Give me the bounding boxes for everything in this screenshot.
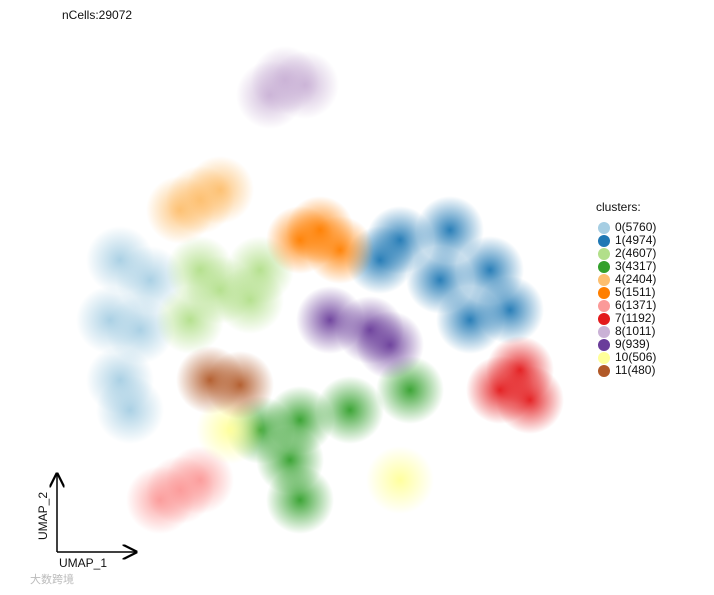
legend-marker	[598, 287, 610, 299]
legend-marker	[598, 274, 610, 286]
legend-marker	[598, 313, 610, 325]
cell-cluster-point	[316, 376, 384, 444]
cell-cluster-point	[306, 216, 374, 284]
legend-label: 5(1511)	[615, 285, 655, 299]
x-axis-label: UMAP_1	[59, 556, 107, 570]
cell-cluster-point	[271, 51, 339, 119]
legend-marker	[598, 222, 610, 234]
cell-cluster-point	[366, 446, 434, 514]
cell-cluster-point	[166, 446, 234, 514]
legend-label: 10(506)	[615, 350, 656, 364]
legend-marker	[598, 339, 610, 351]
legend-label: 6(1371)	[615, 298, 656, 312]
legend-label: 11(480)	[615, 363, 655, 377]
watermark: 大数跨境	[30, 572, 74, 586]
points-layer	[76, 46, 564, 534]
legend-label: 4(2404)	[615, 272, 656, 286]
legend-label: 2(4607)	[615, 246, 656, 260]
chart-title: nCells:29072	[62, 8, 132, 22]
y-axis-label: UMAP_2	[36, 492, 50, 540]
legend-marker	[598, 365, 610, 377]
legend-label: 0(5760)	[615, 220, 656, 234]
cell-cluster-point	[466, 356, 534, 424]
legend-marker	[598, 235, 610, 247]
legend-marker	[598, 248, 610, 260]
legend-label: 3(4317)	[615, 259, 656, 273]
legend-marker	[598, 326, 610, 338]
legend-marker	[598, 352, 610, 364]
cell-cluster-point	[156, 286, 224, 354]
cell-cluster-point	[436, 286, 504, 354]
legend-marker	[598, 261, 610, 273]
legend-title: clusters:	[596, 200, 641, 214]
legend-label: 7(1192)	[615, 311, 655, 325]
cell-cluster-point	[266, 466, 334, 534]
legend-label: 1(4974)	[615, 233, 656, 247]
legend-label: 9(939)	[615, 337, 650, 351]
cell-cluster-point	[186, 156, 254, 224]
cell-cluster-point	[356, 311, 424, 379]
legend-marker	[598, 300, 610, 312]
cell-cluster-point	[206, 351, 274, 419]
legend-label: 8(1011)	[615, 324, 655, 338]
cell-cluster-point	[96, 376, 164, 444]
